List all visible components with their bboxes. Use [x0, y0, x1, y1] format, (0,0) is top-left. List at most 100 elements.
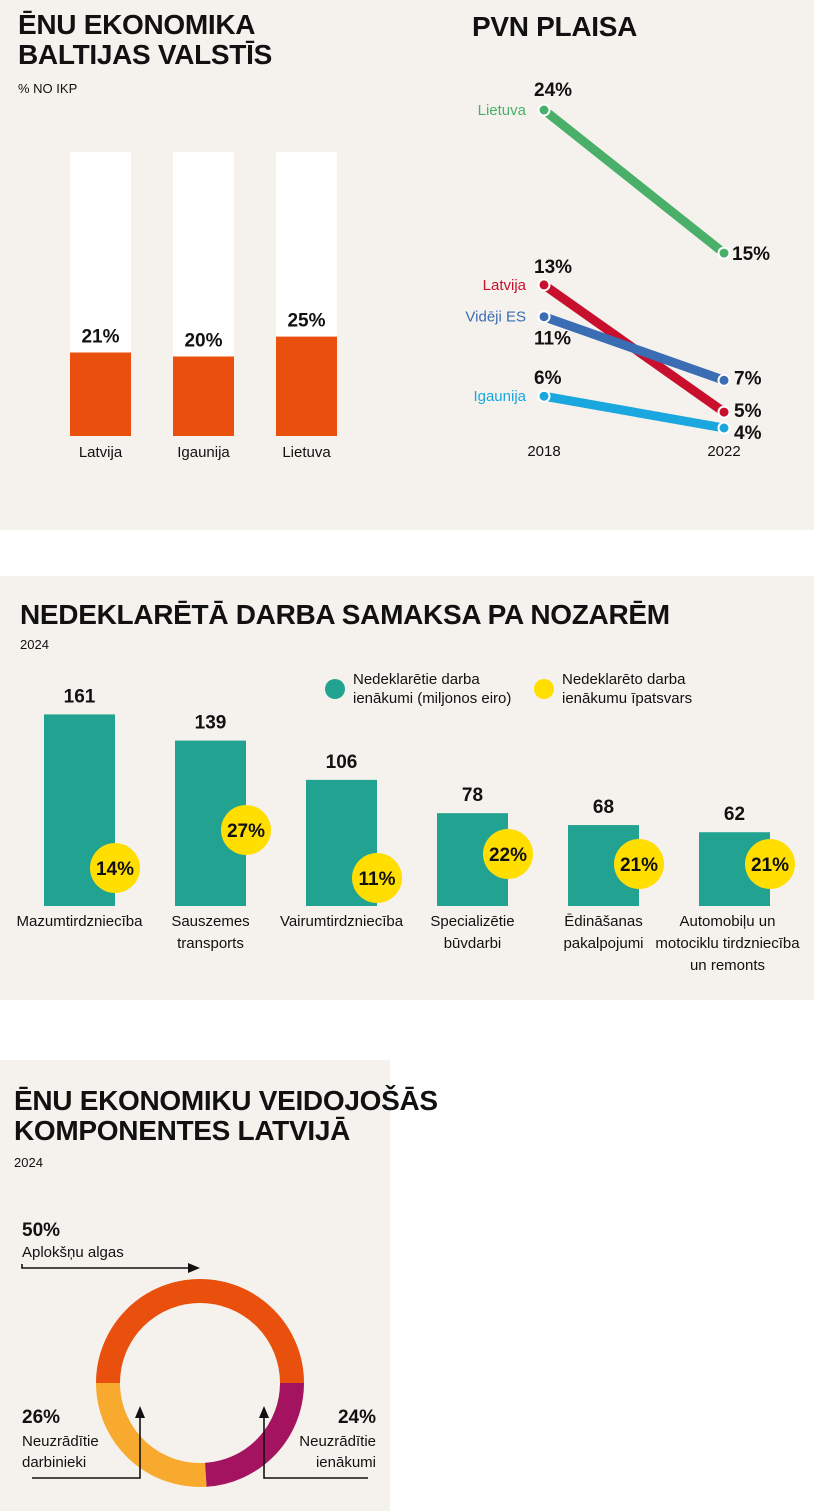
series-value-label: 5%	[734, 401, 762, 422]
share-circle	[614, 839, 664, 889]
components-subtitle: 2024	[14, 1155, 43, 1170]
components-title: ĒNU EKONOMIKU VEIDOJOŠĀS KOMPONENTES LAT…	[14, 1086, 438, 1146]
category-label: Latvija	[79, 444, 123, 461]
shadow-economy-title-line1: ĒNU EKONOMIKA	[18, 9, 256, 40]
series-point-2022	[717, 373, 731, 387]
series-line-0	[539, 105, 729, 258]
industry-subtitle: 2024	[20, 637, 49, 652]
slice-name-label: Neuzrādītie	[22, 1433, 99, 1450]
legend-yellow-line1: Nedeklarēto darba	[562, 671, 686, 688]
industry-value-label: 106	[326, 752, 358, 773]
industry-value-label: 78	[462, 785, 483, 806]
donut-slice	[96, 1279, 304, 1487]
series-name-label: Latvija	[483, 277, 527, 294]
vat-gap-chart: Lietuva Latvija Vidēji ES Igaunija 24% 15% 13%…	[465, 80, 770, 460]
industry-category-label: pakalpojumi	[563, 935, 643, 952]
industry-panel	[0, 576, 814, 1000]
industry-category-label: motociklu tirdzniecība	[655, 935, 800, 952]
share-value-label: 21%	[751, 855, 789, 876]
x-axis-label: 2018	[527, 443, 560, 460]
series-value-label: 24%	[534, 80, 572, 101]
industry-category-label: Vairumtirdzniecība	[280, 913, 404, 930]
arrow-aplokšņu-algas	[21, 1264, 192, 1269]
series-value-label: 7%	[734, 368, 762, 389]
industry-category-label: Automobiļu un	[680, 913, 776, 930]
share-value-label: 21%	[620, 855, 658, 876]
arrow-neuzraditie-ienakumi	[263, 1415, 368, 1479]
legend-teal-line2: ienākumi (miljonos eiro)	[353, 690, 511, 707]
vat-gap-title: PVN PLAISA	[472, 11, 638, 42]
category-label: Lietuva	[282, 444, 331, 461]
slice-value-label: 50%	[22, 1220, 60, 1241]
legend-yellow-swatch	[534, 679, 554, 699]
industry-value-label: 161	[64, 686, 96, 707]
arrow-head	[188, 1263, 200, 1273]
bar-value-label: 25%	[287, 311, 325, 332]
series-name-label: Igaunija	[473, 388, 526, 405]
industry-category-label: un remonts	[690, 957, 765, 974]
share-value-label: 14%	[96, 859, 134, 880]
shadow-economy-subtitle: % NO IKP	[18, 81, 78, 96]
components-title-line1: ĒNU EKONOMIKU VEIDOJOŠĀS	[14, 1085, 438, 1116]
bar-value-label: 20%	[184, 330, 222, 351]
series-line-3	[539, 391, 729, 433]
components-title-line2: KOMPONENTES LATVIJĀ	[14, 1115, 351, 1146]
bar-value-label: 21%	[81, 327, 119, 348]
industry-value-label: 68	[593, 797, 614, 818]
series-line-2	[539, 312, 729, 385]
share-circle	[90, 843, 140, 893]
series-point-2018	[537, 103, 551, 117]
series-point-2022	[717, 405, 731, 419]
legend-teal-line1: Nedeklarētie darba	[353, 671, 480, 688]
components-donut-chart: 50% Aplokšņu algas 26% Neuzrādītie darbiniek…	[21, 1220, 376, 1487]
shadow-economy-title: ĒNU EKONOMIKA BALTIJAS VALSTĪS	[18, 10, 272, 70]
industry-category-label: transports	[177, 935, 244, 952]
industry-category-label: Specializētie	[430, 913, 514, 930]
bar-lietuva	[276, 336, 337, 436]
series-value-label: 15%	[732, 244, 770, 265]
series-name-label: Lietuva	[478, 102, 527, 119]
slice-value-label: 24%	[338, 1407, 376, 1428]
industry-chart: Nedeklarētie darba ienākumi (miljonos ei…	[17, 671, 801, 974]
donut-slice	[96, 1279, 304, 1487]
share-circle	[221, 805, 271, 855]
industry-title: NEDEKLARĒTĀ DARBA SAMAKSA PA NOZARĒM	[20, 599, 670, 630]
series-point-2022	[717, 421, 731, 435]
slice-name-label: Aplokšņu algas	[22, 1244, 124, 1261]
share-value-label: 27%	[227, 821, 265, 842]
series-name-label: Vidēji ES	[465, 309, 526, 326]
series-point-2022	[717, 246, 731, 260]
industry-value-label: 139	[195, 713, 227, 734]
slice-name-label: Neuzrādītie	[299, 1433, 376, 1450]
x-axis-label: 2022	[707, 443, 740, 460]
series-value-label: 11%	[534, 329, 571, 350]
share-value-label: 22%	[489, 845, 527, 866]
top-panel	[0, 0, 814, 530]
bar-igaunija	[173, 356, 234, 436]
arrow-head	[259, 1406, 269, 1418]
series-point-2018	[537, 389, 551, 403]
shadow-economy-chart: 21% Latvija 20% Igaunija 25% Lietuva	[70, 152, 337, 461]
series-point-2018	[537, 278, 551, 292]
bar-latvija	[70, 352, 131, 436]
arrow-neuzraditie-darbinieki	[32, 1415, 141, 1479]
shadow-economy-title-line2: BALTIJAS VALSTĪS	[18, 39, 272, 70]
industry-category-label: būvdarbi	[444, 935, 502, 952]
industry-category-label: Ēdināšanas	[564, 913, 642, 930]
series-value-label: 13%	[534, 257, 572, 278]
slice-name-label: ienākumi	[316, 1454, 376, 1471]
share-value-label: 11%	[359, 869, 396, 890]
share-circle	[352, 853, 402, 903]
series-value-label: 4%	[734, 423, 762, 444]
industry-category-label: Mazumtirdzniecība	[17, 913, 144, 930]
industry-category-label: Sauszemes	[171, 913, 249, 930]
industry-value-label: 62	[724, 804, 745, 825]
category-label: Igaunija	[177, 444, 230, 461]
arrow-head	[135, 1406, 145, 1418]
share-circle	[745, 839, 795, 889]
legend-yellow-line2: ienākumu īpatsvars	[562, 690, 692, 707]
slice-value-label: 26%	[22, 1407, 60, 1428]
series-value-label: 6%	[534, 368, 562, 389]
share-circle	[483, 829, 533, 879]
series-point-2018	[537, 310, 551, 324]
